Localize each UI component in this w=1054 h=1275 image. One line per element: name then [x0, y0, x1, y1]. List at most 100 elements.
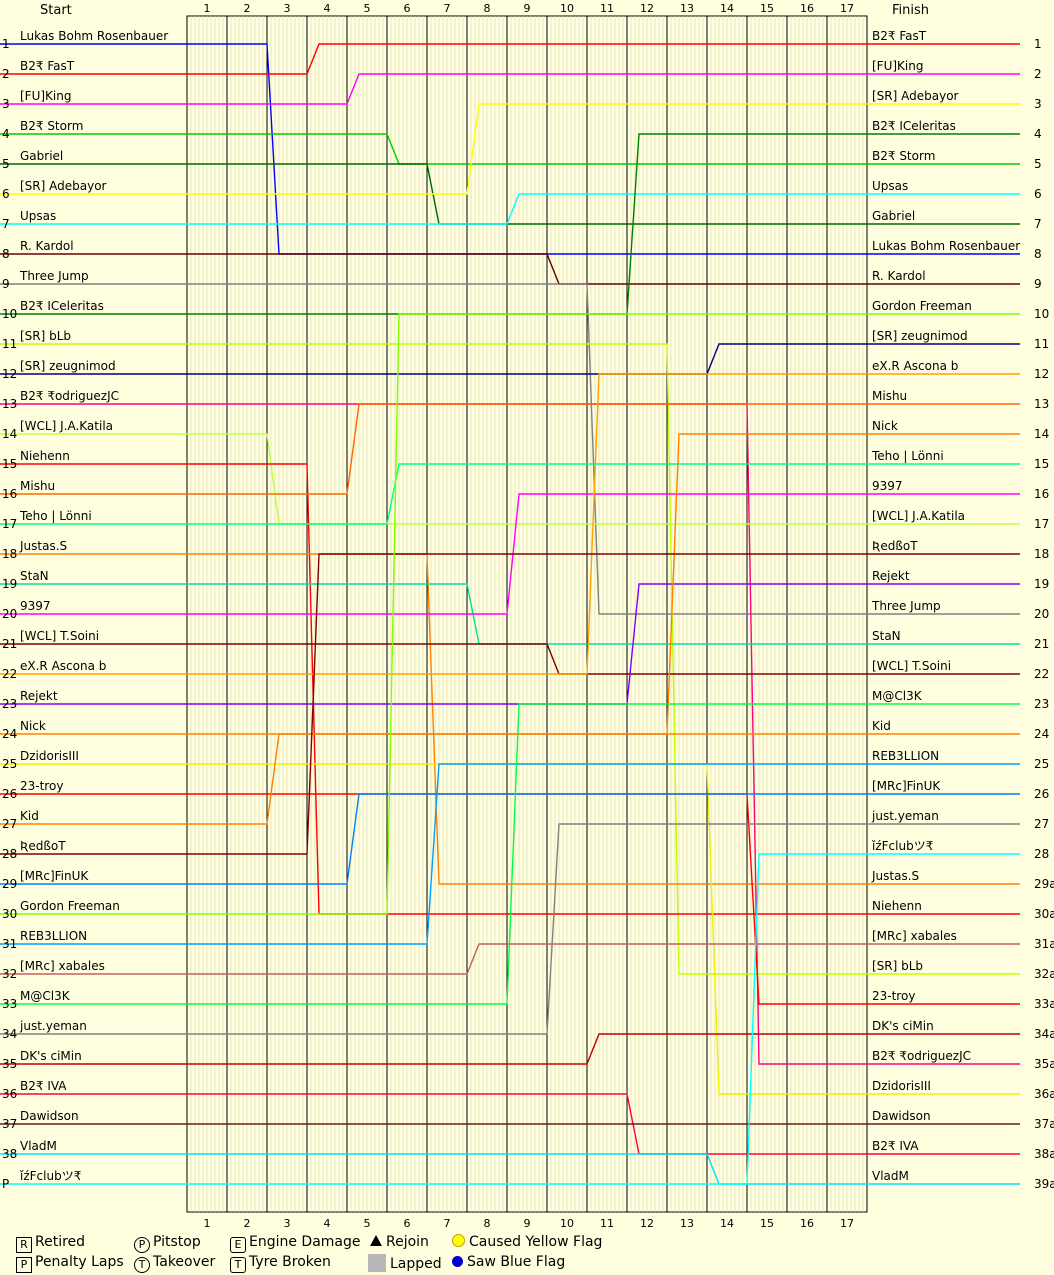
- yellow-flag-icon: [452, 1234, 465, 1247]
- start-position-label: 11: [2, 337, 17, 351]
- finish-driver-name: [MRc]FinUK: [872, 779, 941, 793]
- finish-driver-name: Niehenn: [872, 899, 922, 913]
- start-driver-name: DzidorisIII: [20, 749, 79, 763]
- lap-tick-label-bottom: 3: [284, 1217, 291, 1230]
- finish-position-label: 23: [1034, 697, 1049, 711]
- lap-tick-label-top: 5: [364, 2, 371, 15]
- legend-yellow: Caused Yellow Flag: [452, 1234, 602, 1250]
- start-position-label: 9: [2, 277, 10, 291]
- driver-path: [187, 823, 867, 1035]
- finish-position-label: 29a: [1034, 877, 1054, 891]
- finish-position-label: 21: [1034, 637, 1049, 651]
- lap-tick-label-bottom: 17: [840, 1217, 854, 1230]
- driver-path: [187, 1033, 867, 1065]
- start-driver-name: eX.R Ascona b: [20, 659, 106, 673]
- driver-path: [187, 43, 867, 255]
- finish-position-label: 18: [1034, 547, 1049, 561]
- lap-tick-label-top: 12: [640, 2, 654, 15]
- start-driver-name: [MRc] xabales: [20, 959, 105, 973]
- finish-position-label: 31a: [1034, 937, 1054, 951]
- start-driver-name: [MRc]FinUK: [20, 869, 89, 883]
- lap-tick-label-top: 13: [680, 2, 694, 15]
- start-driver-name: Niehenn: [20, 449, 70, 463]
- legend-pitstop: P Pitstop: [134, 1234, 201, 1253]
- finish-position-label: 4: [1034, 127, 1042, 141]
- finish-position-label: 9: [1034, 277, 1042, 291]
- finish-driver-name: 9397: [872, 479, 903, 493]
- start-driver-name: [SR] Adebayor: [20, 179, 107, 193]
- legend: R Retired P Penalty Laps P Pitstop T Takeove…: [0, 1232, 1054, 1275]
- start-driver-name: 23-troy: [20, 779, 63, 793]
- start-position-label: 20: [2, 607, 17, 621]
- lap-tick-label-top: 7: [444, 2, 451, 15]
- finish-driver-name: Rejekt: [872, 569, 910, 583]
- finish-driver-name: [SR] zeugnimod: [872, 329, 968, 343]
- finish-position-label: 16: [1034, 487, 1049, 501]
- start-driver-name: Lukas Bohm Rosenbauer: [20, 29, 168, 43]
- legend-engine: E Engine Damage: [230, 1234, 361, 1253]
- lap-tick-label-top: 4: [324, 2, 331, 15]
- start-driver-name: Upsas: [20, 209, 56, 223]
- finish-driver-name: B2₹ FasT: [872, 29, 927, 43]
- start-driver-name: [SR] zeugnimod: [20, 359, 116, 373]
- finish-position-label: 1: [1034, 37, 1042, 51]
- start-position-label: 35: [2, 1057, 17, 1071]
- start-position-label: 24: [2, 727, 17, 741]
- start-position-label: 15: [2, 457, 17, 471]
- finish-header: Finish: [892, 3, 929, 18]
- lap-tick-label-bottom: 4: [324, 1217, 331, 1230]
- start-driver-name: [SR] bLb: [20, 329, 71, 343]
- start-position-label: 17: [2, 517, 17, 531]
- finish-driver-name: Kid: [872, 719, 891, 733]
- start-position-label: 7: [2, 217, 10, 231]
- finish-driver-name: Lukas Bohm Rosenbauer: [872, 239, 1020, 253]
- start-driver-name: ǐźFclubツ₹: [19, 1169, 82, 1183]
- finish-driver-name: Teho | Lönni: [871, 449, 944, 463]
- driver-path: [187, 343, 867, 975]
- legend-penalty: P Penalty Laps: [16, 1254, 124, 1273]
- finish-driver-name: [SR] bLb: [872, 959, 923, 973]
- driver-path: [187, 193, 867, 225]
- driver-path: [187, 253, 867, 285]
- start-position-label: 2: [2, 67, 10, 81]
- lap-tick-label-top: 6: [404, 2, 411, 15]
- finish-driver-name: 23-troy: [872, 989, 915, 1003]
- start-position-label: 31: [2, 937, 17, 951]
- driver-path: [187, 313, 867, 915]
- start-position-label: 28: [2, 847, 17, 861]
- start-position-label: 10: [2, 307, 17, 321]
- driver-path: [187, 403, 867, 495]
- lap-grid: 1122334455667788991010111112121313141415…: [186, 2, 868, 1230]
- finish-driver-name: REB3LLION: [872, 749, 939, 763]
- start-driver-name: Kid: [20, 809, 39, 823]
- start-driver-name: Three Jump: [19, 269, 89, 283]
- lap-position-chart: Start Finish 112233445566778899101011111…: [0, 2, 1054, 1230]
- lapped-icon: [368, 1254, 386, 1272]
- driver-path: [187, 643, 867, 675]
- tyre-broken-icon: T: [230, 1257, 246, 1273]
- finish-driver-name: [MRc] xabales: [872, 929, 957, 943]
- start-position-label: 16: [2, 487, 17, 501]
- finish-driver-name: R. Kardol: [872, 269, 926, 283]
- engine-damage-icon: E: [230, 1237, 246, 1253]
- start-position-label: 22: [2, 667, 17, 681]
- finish-position-label: 30a: [1034, 907, 1054, 921]
- finish-position-label: 28: [1034, 847, 1049, 861]
- finish-driver-name: ƦedßoT: [872, 539, 918, 553]
- lap-tick-label-bottom: 14: [720, 1217, 734, 1230]
- start-position-label: 13: [2, 397, 17, 411]
- start-driver-name: Gabriel: [20, 149, 63, 163]
- finish-driver-name: DK's ciMin: [872, 1019, 934, 1033]
- start-driver-name: just.yeman: [19, 1019, 87, 1033]
- rejoin-icon: [370, 1235, 382, 1246]
- start-position-label: P: [2, 1177, 9, 1191]
- start-driver-name: 9397: [20, 599, 51, 613]
- penalty-icon: P: [16, 1257, 32, 1273]
- lap-tick-label-bottom: 2: [244, 1217, 251, 1230]
- finish-driver-name: [FU]King: [872, 59, 923, 73]
- driver-path: [187, 1153, 867, 1185]
- finish-position-label: 3: [1034, 97, 1042, 111]
- finish-position-label: 35a: [1034, 1057, 1054, 1071]
- finish-driver-name: B2₹ Storm: [872, 149, 935, 163]
- finish-position-label: 38a: [1034, 1147, 1054, 1161]
